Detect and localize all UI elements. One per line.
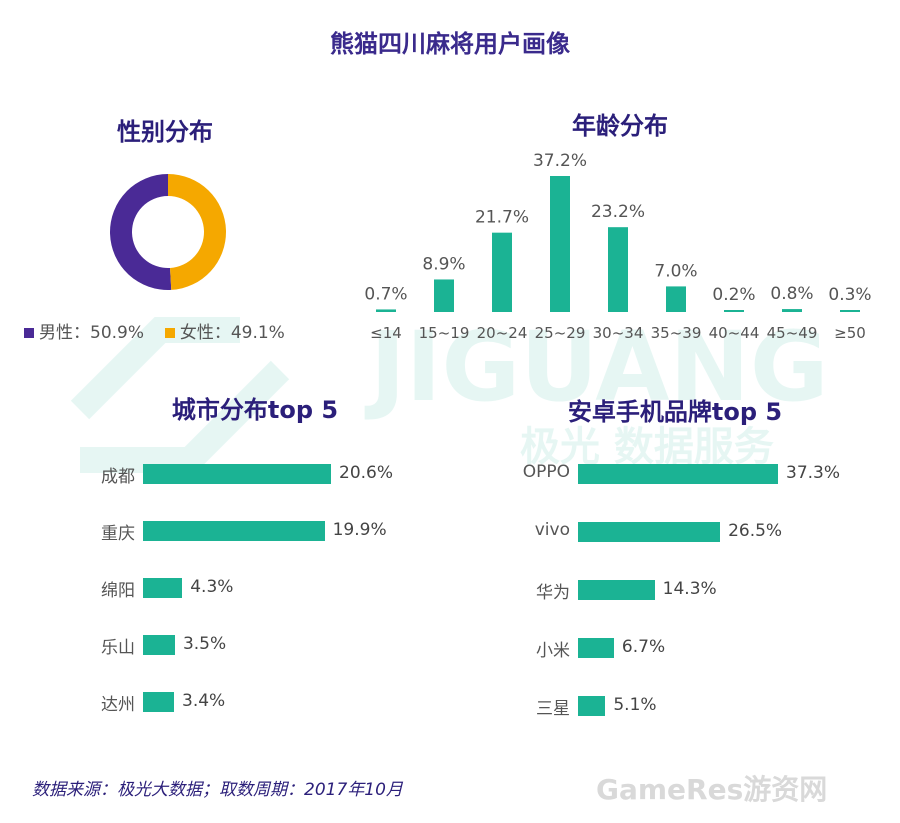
age-bar-value: 0.2% <box>712 285 755 305</box>
age-bar <box>608 227 628 312</box>
legend-female: 女性：49.1% <box>164 323 285 343</box>
legend-male-label: 男性：50.9% <box>39 323 145 343</box>
city-section-title: 城市分布top 5 <box>171 396 339 424</box>
city-category-label: 乐山 <box>101 638 135 658</box>
male-swatch <box>24 328 34 338</box>
age-bar-value: 0.8% <box>770 284 813 304</box>
age-section-title: 年龄分布 <box>572 112 668 140</box>
age-tick-label: 30~34 <box>593 324 644 342</box>
age-bar <box>724 310 744 312</box>
age-bar-value: 8.9% <box>422 254 465 274</box>
legend-female-label: 女性：49.1% <box>179 323 285 343</box>
brand-section-title: 安卓手机品牌top 5 <box>567 398 783 426</box>
brand-category-label: 小米 <box>536 641 570 661</box>
brand-bar <box>578 464 778 484</box>
age-tick-label: 45~49 <box>767 324 818 342</box>
city-bar <box>143 635 175 655</box>
brand-bar <box>578 522 721 542</box>
age-tick-label: 20~24 <box>477 324 528 342</box>
brand-category-label: vivo <box>534 520 570 540</box>
brand-bar <box>578 580 655 600</box>
city-bar <box>143 464 331 484</box>
female-swatch <box>164 328 175 338</box>
brand-bar <box>578 638 614 658</box>
age-bar-value: 23.2% <box>591 202 645 222</box>
city-bar <box>143 692 175 712</box>
brand-bar-value: 6.7% <box>621 637 666 657</box>
age-bar <box>376 309 396 312</box>
age-tick-label: 15~19 <box>419 324 470 342</box>
brand-category-label: 三星 <box>536 699 570 719</box>
age-bar <box>550 176 570 312</box>
gender-donut-chart <box>110 174 227 290</box>
age-bar-value: 21.7% <box>475 208 529 228</box>
age-bar <box>492 232 512 312</box>
legend-male: 男性：50.9% <box>24 323 144 343</box>
age-tick-label: 35~39 <box>651 324 702 342</box>
age-bar-value: 37.2% <box>533 151 587 171</box>
city-category-label: 达州 <box>101 695 135 715</box>
city-category-label: 成都 <box>101 467 135 487</box>
age-bar-value: 0.7% <box>364 284 407 304</box>
age-bar-chart: 0.7% ≤14 8.9% 15~19 21.7% 20~24 37.2% 25~29 23.2… <box>364 151 871 342</box>
brand-bar-value: 5.1% <box>613 695 657 715</box>
age-bar <box>666 286 686 312</box>
page-title: 熊猫四川麻将用户画像 <box>330 30 570 58</box>
age-bar <box>434 279 454 312</box>
age-bar-value: 7.0% <box>654 261 697 281</box>
city-bar-value: 20.6% <box>339 463 394 483</box>
brand-bar-value: 26.5% <box>728 521 783 541</box>
age-tick-label: ≤14 <box>370 324 402 342</box>
brand-bar-chart: OPPO 37.3% vivo 26.5% 华为 14.3% 小米 6.7% 三星 5.1% <box>450 440 900 740</box>
donut-slice-male <box>110 174 172 290</box>
data-source-footer: 数据来源：极光大数据；取数周期：2017年10月 <box>32 780 403 800</box>
age-tick-label: 40~44 <box>709 324 760 342</box>
brand-bar-value: 37.3% <box>786 463 841 483</box>
city-bar-value: 4.3% <box>190 577 234 597</box>
city-bar <box>143 578 183 598</box>
brand-bar-value: 14.3% <box>662 579 717 599</box>
gameres-brand-mark: GameRes游资网 <box>596 773 828 806</box>
age-tick-label: 25~29 <box>535 324 586 342</box>
gender-section-title: 性别分布 <box>117 118 213 146</box>
brand-category-label: OPPO <box>522 462 570 482</box>
brand-category-label: 华为 <box>536 583 570 603</box>
brand-bar <box>578 696 606 716</box>
city-bar-value: 3.4% <box>182 691 226 711</box>
city-category-label: 重庆 <box>101 524 135 544</box>
donut-slice-female <box>168 174 227 290</box>
city-bar <box>143 521 325 541</box>
age-tick-label: ≥50 <box>834 324 866 342</box>
city-category-label: 绵阳 <box>101 581 135 601</box>
age-bar <box>840 310 860 312</box>
city-bar-value: 19.9% <box>332 520 387 540</box>
age-bar <box>782 309 802 312</box>
age-bar-value: 0.3% <box>828 285 871 305</box>
gender-legend: 男性：50.9% 女性：49.1% <box>24 318 285 343</box>
city-bar-value: 3.5% <box>182 634 227 654</box>
city-bar-chart: 成都 20.6% 重庆 19.9% 绵阳 4.3% 乐山 3.5% 达州 3.4% <box>0 440 450 740</box>
